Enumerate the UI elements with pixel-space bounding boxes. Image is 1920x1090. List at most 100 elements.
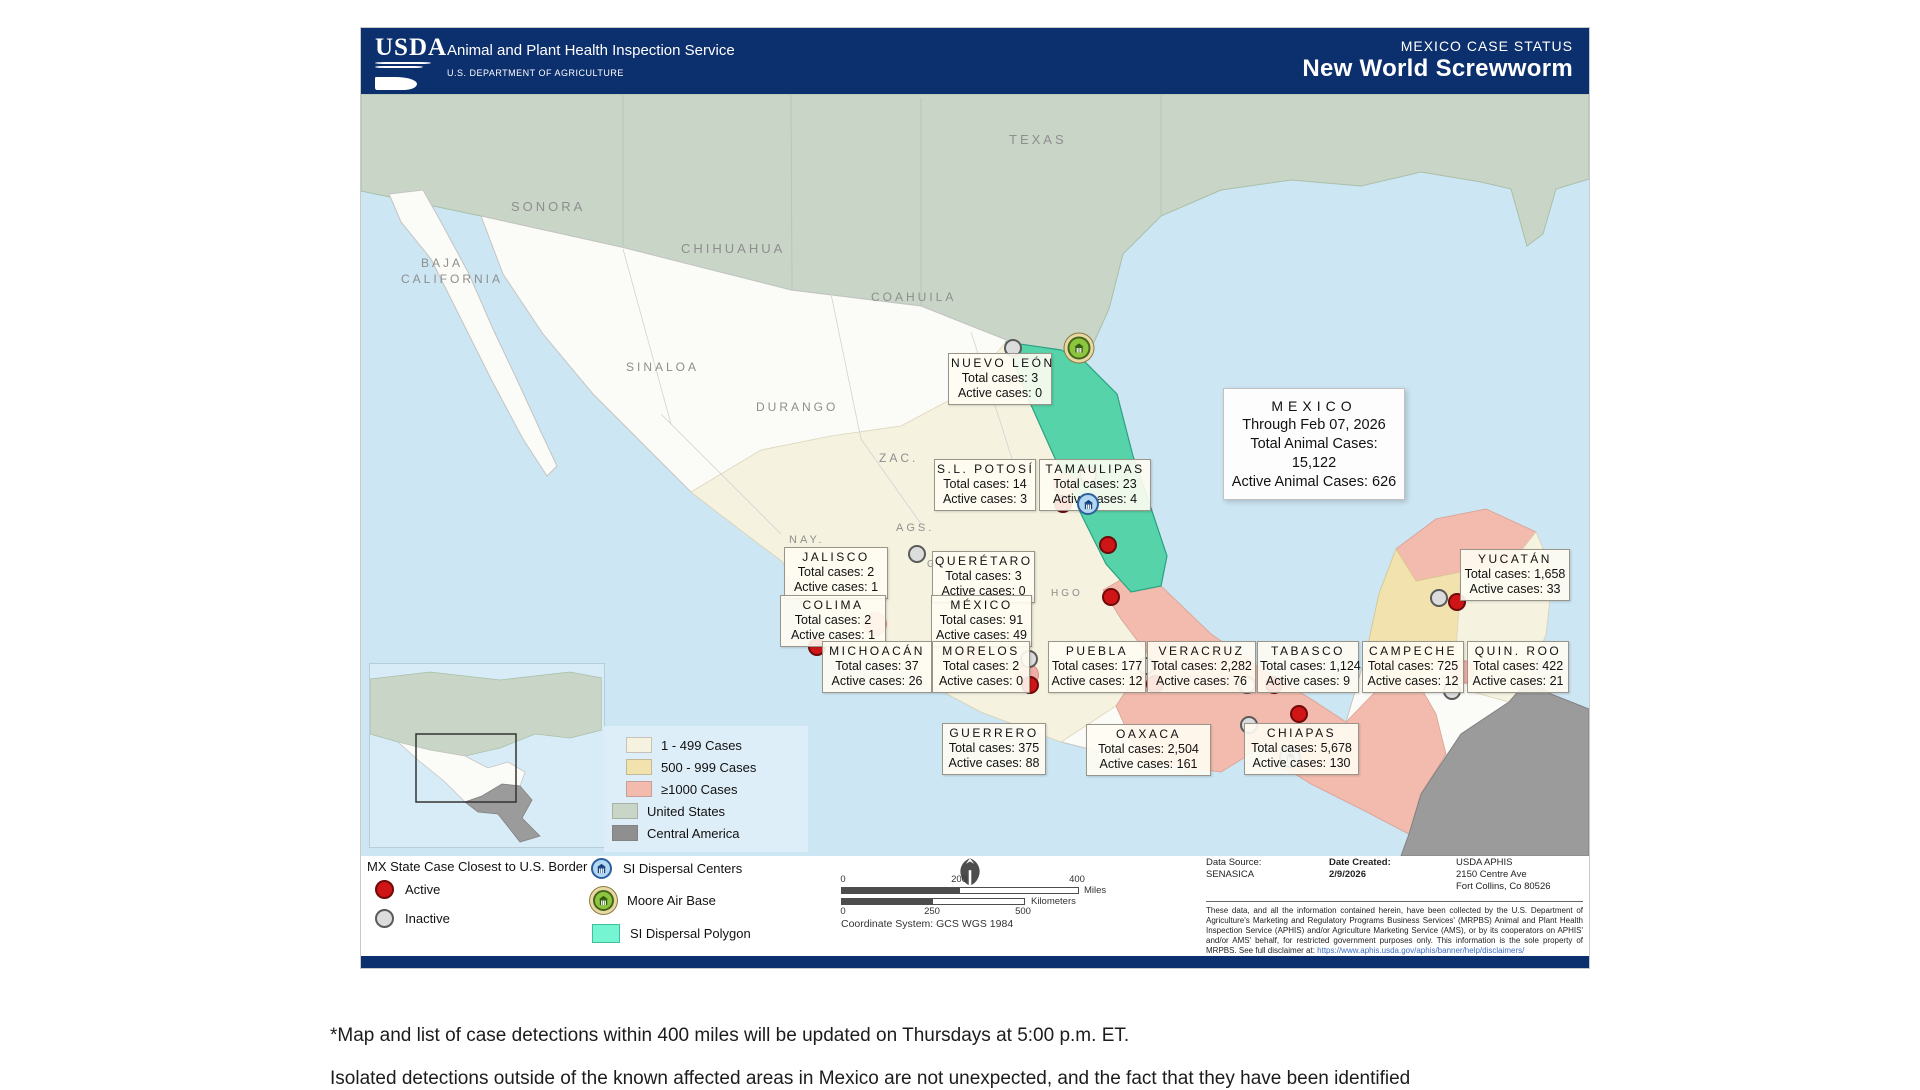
- data-source: Data Source: SENASICA: [1206, 857, 1261, 881]
- report-label: MEXICO CASE STATUS: [1400, 38, 1573, 54]
- state-total-cases: Total cases: 23: [1053, 477, 1137, 491]
- state-name: QUIN. ROO: [1474, 644, 1562, 658]
- state-active-cases: Active cases: 21: [1472, 674, 1564, 688]
- state-active-cases: Active cases: 12: [1051, 674, 1143, 688]
- disclaimer: These data, and all the information cont…: [1206, 906, 1583, 956]
- legend-si-polygon: SI Dispersal Polygon: [592, 924, 751, 943]
- legend-label: United States: [647, 803, 726, 819]
- north-arrow-icon: [959, 858, 981, 891]
- state-box-puebla: PUEBLA Total cases: 177 Active cases: 12: [1048, 641, 1146, 693]
- legend-inactive: Inactive: [375, 909, 450, 928]
- state-active-cases: Active cases: 0: [941, 584, 1026, 598]
- usda-logo-swoosh: [375, 77, 417, 90]
- legend-label: ≥1000 Cases: [661, 781, 738, 797]
- state-total-cases: Total cases: 1,658: [1464, 567, 1566, 581]
- map-report-frame: USDA Animal and Plant Health Inspection …: [360, 27, 1590, 969]
- state-name: COLIMA: [802, 598, 864, 612]
- state-box-guerrero: GUERRERO Total cases: 375 Active cases: 88: [942, 723, 1046, 775]
- marker-si: [1077, 493, 1099, 515]
- date-created-label: Date Created:: [1329, 857, 1391, 868]
- state-active-cases: Active cases: 130: [1252, 756, 1351, 770]
- legend-swatch: [612, 825, 638, 841]
- state-active-cases: Active cases: 76: [1155, 674, 1247, 688]
- state-active-cases: Active cases: 88: [948, 756, 1040, 770]
- state-total-cases: Total cases: 3: [961, 371, 1039, 385]
- legend-active: Active: [375, 880, 440, 899]
- km-tick: 250: [924, 906, 940, 917]
- summary-through-date: Through Feb 07, 2026: [1242, 417, 1386, 433]
- state-total-cases: Total cases: 5,678: [1251, 741, 1352, 755]
- state-active-cases: Active cases: 9: [1265, 674, 1351, 688]
- state-name: TAMAULIPAS: [1045, 462, 1145, 476]
- state-name: PUEBLA: [1065, 644, 1129, 658]
- geo-label-durango: DURANGO: [756, 400, 839, 414]
- legend-moore-air-base: Moore Air Base: [591, 890, 716, 911]
- summary-title: MEXICO: [1271, 398, 1357, 414]
- moore-air-base-icon: [593, 890, 614, 911]
- geo-label-baja: BAJA: [421, 256, 464, 270]
- legend-swatch: [612, 803, 638, 819]
- legend-swatch: [626, 781, 652, 797]
- miles-tick: 0: [840, 874, 846, 885]
- data-source-value: SENASICA: [1206, 869, 1255, 880]
- state-box-chiapas: CHIAPAS Total cases: 5,678 Active cases: 1…: [1244, 723, 1359, 775]
- geo-label-chihuahua: CHIHUAHUA: [681, 241, 786, 256]
- state-box-jalisco: JALISCO Total cases: 2 Active cases: 1: [784, 547, 888, 599]
- geo-label-zac: ZAC.: [879, 451, 919, 465]
- map-legend-row-500-999-cases: 500 - 999 Cases: [612, 756, 800, 778]
- geo-label-nay: NAY.: [789, 534, 825, 546]
- km-tick: 0: [840, 906, 846, 917]
- border-legend-title: MX State Case Closest to U.S. Border: [367, 859, 588, 874]
- si-centers-label: SI Dispersal Centers: [623, 861, 743, 876]
- state-total-cases: Total cases: 2: [794, 613, 872, 627]
- state-name: MICHOACÁN: [829, 644, 925, 658]
- footer: MX State Case Closest to U.S. Border Act…: [361, 856, 1589, 956]
- marker-inactive: [1430, 589, 1448, 607]
- state-total-cases: Total cases: 3: [945, 569, 1022, 583]
- geo-label-california: CALIFORNIA: [401, 272, 504, 286]
- si-dispersal-polygon-swatch: [592, 924, 620, 943]
- legend-swatch: [626, 759, 652, 775]
- state-name: MÉXICO: [950, 598, 1013, 612]
- geo-label-ags: AGS.: [896, 522, 935, 534]
- org-address-line: 2150 Centre Ave: [1456, 869, 1527, 880]
- state-active-cases: Active cases: 33: [1469, 582, 1561, 596]
- state-total-cases: Total cases: 37: [835, 659, 919, 673]
- state-box-tabasco: TABASCO Total cases: 1,124 Active cases: 9: [1257, 641, 1361, 693]
- state-total-cases: Total cases: 91: [939, 613, 1024, 627]
- disclaimer-link[interactable]: https://www.aphis.usda.gov/aphis/banner/…: [1317, 946, 1525, 955]
- state-box-quin-roo: QUIN. ROO Total cases: 422 Active cases: 2…: [1467, 641, 1569, 693]
- map-area: 1 - 499 Cases 500 - 999 Cases ≥1000 Cases U…: [361, 94, 1589, 856]
- legend-label: 1 - 499 Cases: [661, 737, 742, 753]
- usda-logo-underline: [375, 62, 431, 64]
- state-box-campeche: CAMPECHE Total cases: 725 Active cases: 12: [1362, 641, 1464, 693]
- inactive-case-icon: [375, 909, 394, 928]
- state-box-michoac-n: MICHOACÁN Total cases: 37 Active cases: 26: [822, 641, 932, 693]
- map-legend-row-united-states: United States: [612, 800, 800, 822]
- usda-logo-underline: [375, 66, 423, 68]
- agency-name: Animal and Plant Health Inspection Servi…: [447, 42, 735, 59]
- inset-extent-rectangle: [415, 733, 517, 803]
- state-box-veracruz: VERACRUZ Total cases: 2,282 Active cases: …: [1147, 641, 1256, 693]
- disclaimer-text: These data, and all the information cont…: [1206, 906, 1583, 955]
- geo-label-sinaloa: SINALOA: [626, 360, 700, 374]
- date-created-value: 2/9/2026: [1329, 869, 1366, 880]
- geo-label-sonora: SONORA: [511, 199, 586, 214]
- state-box-yucat-n: YUCATÁN Total cases: 1,658 Active cases: 3…: [1460, 549, 1570, 601]
- org-address-line: Fort Collins, Co 80526: [1456, 881, 1551, 892]
- map-legend-row-1-499-cases: 1 - 499 Cases: [612, 734, 800, 756]
- state-active-cases: Active cases: 12: [1367, 674, 1459, 688]
- state-total-cases: Total cases: 2: [797, 565, 875, 579]
- marker-moore: [1067, 336, 1091, 360]
- department-name: U.S. DEPARTMENT OF AGRICULTURE: [447, 68, 624, 78]
- si-dispersal-center-icon: [591, 858, 612, 879]
- state-box-m-xico: MÉXICO Total cases: 91 Active cases: 49: [931, 595, 1032, 647]
- us-state-lines: [622, 94, 1162, 306]
- moore-label: Moore Air Base: [627, 893, 716, 908]
- inset-map-graphic: [369, 671, 603, 843]
- summary-total-cases: Total Animal Cases: 15,122: [1250, 436, 1378, 471]
- marker-active: [1290, 705, 1308, 723]
- geo-label-coahuila: COAHUILA: [871, 290, 957, 304]
- state-name: CHIAPAS: [1266, 726, 1337, 740]
- inactive-label: Inactive: [405, 911, 450, 926]
